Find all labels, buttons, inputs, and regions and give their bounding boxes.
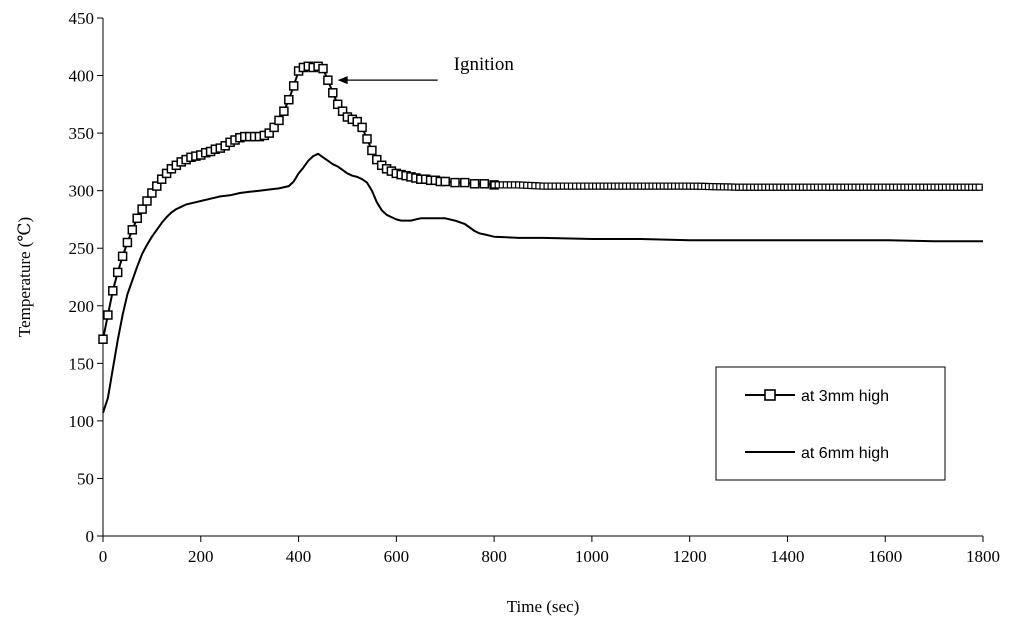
legend-label-3mm: at 3mm high xyxy=(801,388,889,405)
data-point-3mm xyxy=(103,310,113,320)
data-point-3mm xyxy=(108,286,118,296)
x-tick-label: 1200 xyxy=(673,547,707,566)
x-tick-label: 1600 xyxy=(868,547,902,566)
y-tick-label: 50 xyxy=(77,469,94,488)
data-point-3mm xyxy=(98,334,108,344)
data-point-3mm xyxy=(142,196,152,206)
data-point-3mm xyxy=(117,251,128,262)
data-point-3mm xyxy=(975,183,983,191)
data-point-3mm xyxy=(469,179,480,189)
data-point-3mm xyxy=(279,106,289,116)
ignition-arrowhead xyxy=(337,76,348,85)
data-point-3mm xyxy=(152,181,162,191)
y-tick-label: 300 xyxy=(69,182,95,201)
data-point-3mm xyxy=(318,63,328,74)
legend-item-6mm: at 6mm high xyxy=(745,445,889,462)
data-point-3mm xyxy=(137,204,147,214)
data-point-3mm xyxy=(328,88,338,98)
data-point-3mm xyxy=(156,174,167,184)
x-tick-label: 400 xyxy=(286,547,312,566)
data-point-3mm xyxy=(274,115,284,126)
data-point-3mm xyxy=(288,81,299,91)
x-tick-label: 200 xyxy=(188,547,214,566)
data-point-3mm xyxy=(122,237,133,248)
legend-item-3mm: at 3mm high xyxy=(745,388,889,405)
data-point-3mm xyxy=(372,154,382,165)
x-axis-title: Time (sec) xyxy=(507,597,580,616)
y-tick-label: 0 xyxy=(86,527,95,546)
y-tick-label: 100 xyxy=(69,412,95,431)
y-tick-label: 250 xyxy=(69,239,95,258)
y-axis-title: Temperature (℃) xyxy=(15,217,34,337)
x-tick-label: 800 xyxy=(481,547,507,566)
data-point-3mm xyxy=(337,106,348,116)
x-tick-label: 1000 xyxy=(575,547,609,566)
data-point-3mm xyxy=(362,134,372,144)
data-point-3mm xyxy=(367,145,377,156)
data-point-3mm xyxy=(264,128,274,138)
annotation-layer: Ignition xyxy=(337,54,515,85)
data-point-3mm xyxy=(132,213,142,224)
data-point-3mm xyxy=(284,94,294,105)
y-tick-label: 400 xyxy=(69,67,95,86)
data-point-3mm xyxy=(127,225,138,235)
series-line-6mm xyxy=(102,152,983,414)
y-tick-label: 450 xyxy=(69,9,95,28)
axes: 0 50 100 150 200 250 300 350 400 450 0 200 400 600 800… xyxy=(69,9,1001,566)
legend-box xyxy=(715,366,946,481)
y-tick-label: 200 xyxy=(69,297,95,316)
data-point-3mm xyxy=(352,116,362,127)
data-point-3mm xyxy=(460,177,470,188)
legend: at 3mm high at 6mm high xyxy=(715,366,946,481)
x-tick-label: 1800 xyxy=(966,547,1000,566)
ignition-annotation: Ignition xyxy=(454,54,515,75)
x-tick-label: 1400 xyxy=(770,547,804,566)
data-point-3mm xyxy=(269,122,279,133)
data-point-3mm xyxy=(479,179,490,189)
legend-marker-3mm xyxy=(764,389,776,401)
data-point-3mm xyxy=(357,122,367,133)
series-layer xyxy=(98,61,983,414)
legend-label-6mm: at 6mm high xyxy=(801,445,889,462)
x-tick-label: 0 xyxy=(99,547,108,566)
data-point-3mm xyxy=(332,99,343,110)
data-point-3mm xyxy=(450,177,460,188)
data-point-3mm xyxy=(112,267,123,278)
x-tick-label: 600 xyxy=(384,547,410,566)
y-tick-label: 350 xyxy=(69,124,95,143)
data-point-3mm xyxy=(440,176,450,187)
data-point-3mm xyxy=(323,75,333,85)
y-tick-label: 150 xyxy=(69,354,95,373)
data-point-3mm xyxy=(147,188,157,198)
